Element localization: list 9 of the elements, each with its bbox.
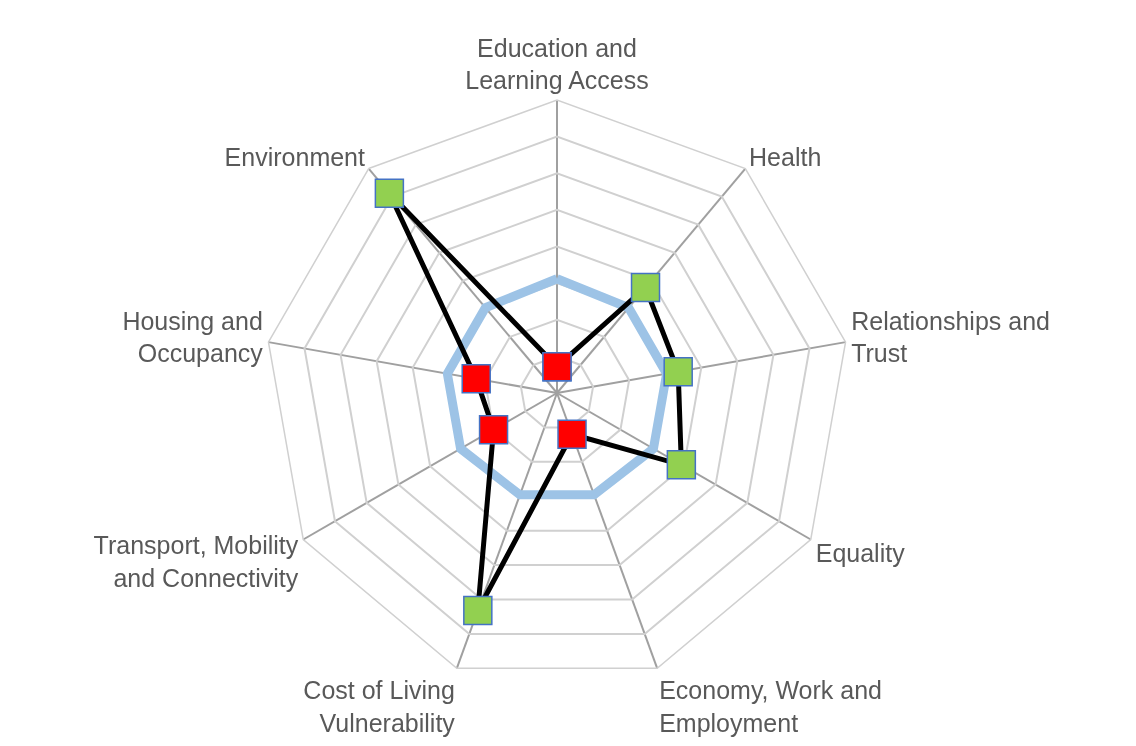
spoke-label: Equality bbox=[815, 539, 906, 568]
spoke-label: Health bbox=[749, 142, 822, 171]
spoke-label: Housing and Occupancy bbox=[122, 306, 264, 368]
spoke-label: Relationships and Trust bbox=[851, 306, 1050, 368]
spoke-label: Education and Learning Access bbox=[465, 33, 649, 95]
spoke-label: Economy, Work and Employment bbox=[659, 676, 882, 737]
spoke-label: Cost of Living Vulnerability bbox=[303, 676, 456, 737]
spoke-label: Environment bbox=[224, 142, 366, 171]
spoke-label: Transport, Mobility and Connectivity bbox=[93, 531, 299, 592]
